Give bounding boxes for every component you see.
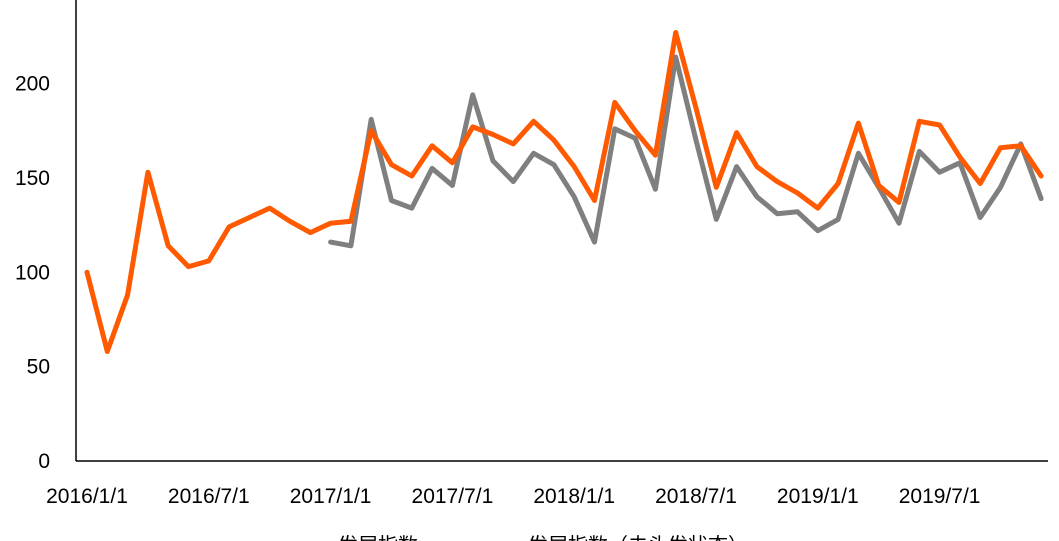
x-tick-label: 2017/1/1: [290, 485, 372, 508]
x-tick-label: 2018/1/1: [533, 485, 615, 508]
series-layer: [84, 30, 1044, 354]
y-tick-label: 0: [38, 450, 50, 473]
x-tick-label: 2017/7/1: [412, 485, 494, 508]
x-tick-label: 2016/7/1: [168, 485, 250, 508]
series-line-2: [328, 54, 1044, 249]
x-tick-label: 2019/1/1: [777, 485, 859, 508]
legend-label-series-2: 发展指数（去头发状态）: [528, 533, 748, 541]
x-tick-label: 2016/1/1: [46, 485, 128, 508]
y-tick-label: 200: [15, 73, 50, 96]
legend: 发展指数 发展指数（去头发状态）: [338, 533, 748, 541]
y-tick-label: 50: [27, 356, 50, 379]
series-line-1: [84, 30, 1044, 354]
y-axis-ticks: 0 50 100 150 200: [15, 73, 50, 474]
legend-label-series-1: 发展指数: [338, 533, 418, 541]
y-tick-label: 100: [15, 261, 50, 284]
x-tick-label: 2018/7/1: [655, 485, 737, 508]
y-tick-label: 150: [15, 167, 50, 190]
x-axis-ticks: 2016/1/1 2016/7/1 2017/1/1 2017/7/1 2018/1/1…: [46, 485, 980, 508]
x-tick-label: 2019/7/1: [899, 485, 981, 508]
